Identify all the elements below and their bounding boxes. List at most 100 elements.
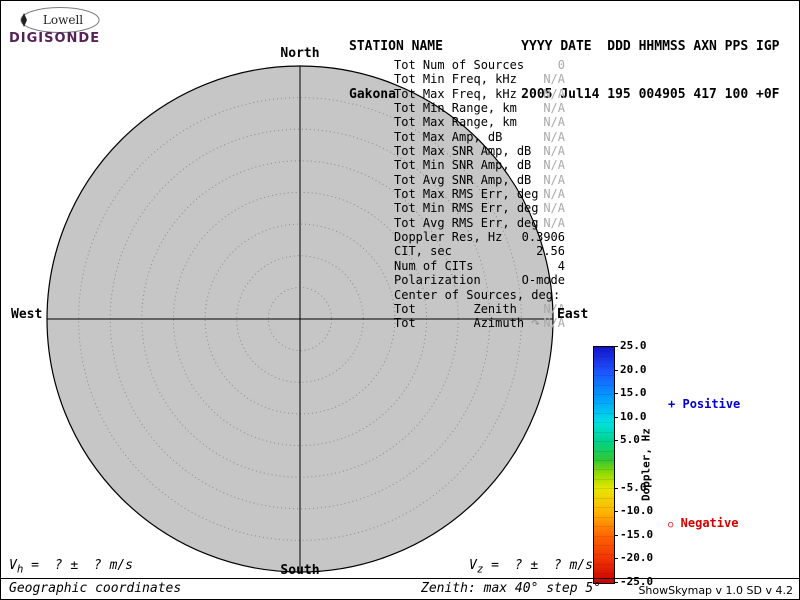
stat-value: N/A (543, 301, 565, 316)
stat-row: Tot Zenith N/A (394, 302, 565, 316)
stat-value: 0.3906 (521, 230, 565, 245)
colorbar-tick-label: 10.0 (620, 409, 647, 423)
stat-label: Doppler Res, Hz (394, 230, 503, 245)
legend-negative: ○ Negative (668, 516, 738, 530)
colorbar-tick-label: -10.0 (620, 504, 654, 518)
stat-value: 4 (557, 258, 565, 273)
horizontal-velocity-readout: Vh = ? ± ? m/s (9, 558, 133, 576)
logo-diamond-icon (21, 13, 27, 27)
colorbar-tick (614, 346, 618, 347)
colorbar-tick (614, 582, 618, 583)
circle-marker-icon: ○ (668, 520, 674, 530)
stat-value: N/A (543, 201, 565, 216)
stat-label: Tot Azimuth ↷ (394, 316, 540, 331)
compass-label-west: West (11, 307, 43, 322)
stat-label: Tot Max RMS Err, deg (394, 187, 539, 202)
stat-value: N/A (543, 215, 565, 230)
logo-lowell-text: Lowell (43, 13, 83, 27)
stat-row: Tot Max SNR Amp, dB N/A (394, 144, 565, 158)
stat-row: Polarization O-mode (394, 273, 565, 287)
footer-divider (1, 578, 799, 579)
colorbar-axis-label: Doppler, Hz (639, 428, 653, 501)
stat-value: N/A (543, 172, 565, 187)
colorbar-tick-label: -20.0 (620, 551, 654, 565)
plus-marker-icon: + (668, 397, 676, 411)
stat-row: Num of CITs 4 (394, 259, 565, 273)
header-column-titles: STATION NAME YYYY DATE DDD HHMMSS AXN PP… (349, 39, 780, 54)
stat-row: Tot Avg SNR Amp, dB N/A (394, 173, 565, 187)
stat-row: Center of Sources, deg: (394, 288, 565, 302)
legend-negative-label: Negative (680, 516, 739, 530)
stat-value: N/A (543, 144, 565, 159)
stat-row: Tot Num of Sources 0 (394, 58, 565, 72)
stat-value: N/A (543, 158, 565, 173)
colorbar-tick-label: 25.0 (620, 339, 647, 352)
stat-label: Tot Max Range, km (394, 115, 517, 130)
legend-positive-label: Positive (682, 397, 741, 411)
stat-label: Tot Max Amp, dB (394, 129, 503, 144)
colorbar-tick (614, 534, 618, 536)
stat-row: Tot Min Freq, kHz N/A (394, 72, 565, 86)
azimuth-arrow-icon: ↷ (531, 319, 540, 331)
stat-label: Tot Avg SNR Amp, dB (394, 172, 532, 187)
stat-row: Tot Min RMS Err, deg N/A (394, 201, 565, 215)
colorbar-tick (614, 416, 618, 418)
stat-row: Tot Max Freq, kHz N/A (394, 87, 565, 101)
stat-value: 2.56 (536, 244, 565, 259)
stat-value: N/A (543, 86, 565, 101)
stat-label: Center of Sources, deg: (394, 287, 561, 302)
stat-row: Doppler Res, Hz 0.3906 (394, 230, 565, 244)
stat-label: Tot Min SNR Amp, dB (394, 158, 532, 173)
stat-row: Tot Avg RMS Err, deg N/A (394, 216, 565, 230)
colorbar-tick (614, 369, 618, 371)
colorbar-tick (614, 558, 618, 560)
app-version-label: ShowSkymap v 1.0 SD v 4.2 (638, 584, 793, 597)
compass-label-south: South (280, 563, 320, 578)
header-station-values: Gakona 2005 Jul14 195 004905 417 100 +0F (349, 87, 780, 102)
stat-label: Tot Max Freq, kHz (394, 86, 517, 101)
coordinates-mode-label: Geographic coordinates (9, 581, 182, 596)
doppler-colorbar (593, 346, 615, 584)
stat-value: N/A (543, 72, 565, 87)
lowell-logo: Lowell (20, 7, 100, 33)
stat-label: Tot Min Range, km (394, 101, 517, 116)
legend-positive: + Positive (668, 397, 740, 411)
stat-label: Num of CITs (394, 258, 474, 273)
colorbar-tick (614, 511, 618, 513)
stat-row: Tot Min SNR Amp, dB N/A (394, 158, 565, 172)
colorbar-tick (614, 393, 618, 395)
colorbar-tick (614, 487, 618, 489)
stat-value: N/A (543, 316, 565, 331)
colorbar-tick-label: 5.0 (620, 433, 640, 447)
stat-row: Tot Max Amp, dB N/A (394, 130, 565, 144)
digisonde-brand: DIGISONDE (9, 31, 101, 46)
stat-label: Tot Min RMS Err, deg (394, 201, 539, 216)
stats-panel: Tot Num of Sources 0 Tot Min Freq, kHz N/A… (394, 58, 565, 331)
compass-label-east: East (557, 307, 589, 322)
stat-row: Tot Max RMS Err, deg N/A (394, 187, 565, 201)
vertical-velocity-readout: Vz = ? ± ? m/s (469, 558, 593, 576)
colorbar-tick (614, 440, 618, 442)
zenith-scale-note: Zenith: max 40° step 5° (421, 581, 602, 596)
stat-label: CIT, sec (394, 244, 452, 259)
stat-label: Tot Zenith (394, 301, 517, 316)
stat-row: Tot Azimuth ↷ N/A (394, 316, 565, 330)
stat-label: Tot Avg RMS Err, deg (394, 215, 539, 230)
stat-value: N/A (543, 129, 565, 144)
stat-label: Tot Min Freq, kHz (394, 72, 517, 87)
header-block: STATION NAME YYYY DATE DDD HHMMSS AXN PP… (349, 7, 779, 135)
stat-label: Tot Max SNR Amp, dB (394, 144, 532, 159)
stat-value: N/A (543, 101, 565, 116)
colorbar-tick-label: 15.0 (620, 386, 647, 400)
stat-value: 0 (557, 58, 565, 72)
stat-value: N/A (543, 115, 565, 130)
colorbar-tick-label: -15.0 (620, 527, 654, 541)
stat-row: Tot Max Range, km N/A (394, 115, 565, 129)
compass-label-north: North (280, 46, 320, 61)
stat-label: Polarization (394, 273, 481, 288)
stat-label: Tot Num of Sources (394, 58, 525, 72)
stat-value: O-mode (521, 273, 565, 288)
stat-row: Tot Min Range, km N/A (394, 101, 565, 115)
